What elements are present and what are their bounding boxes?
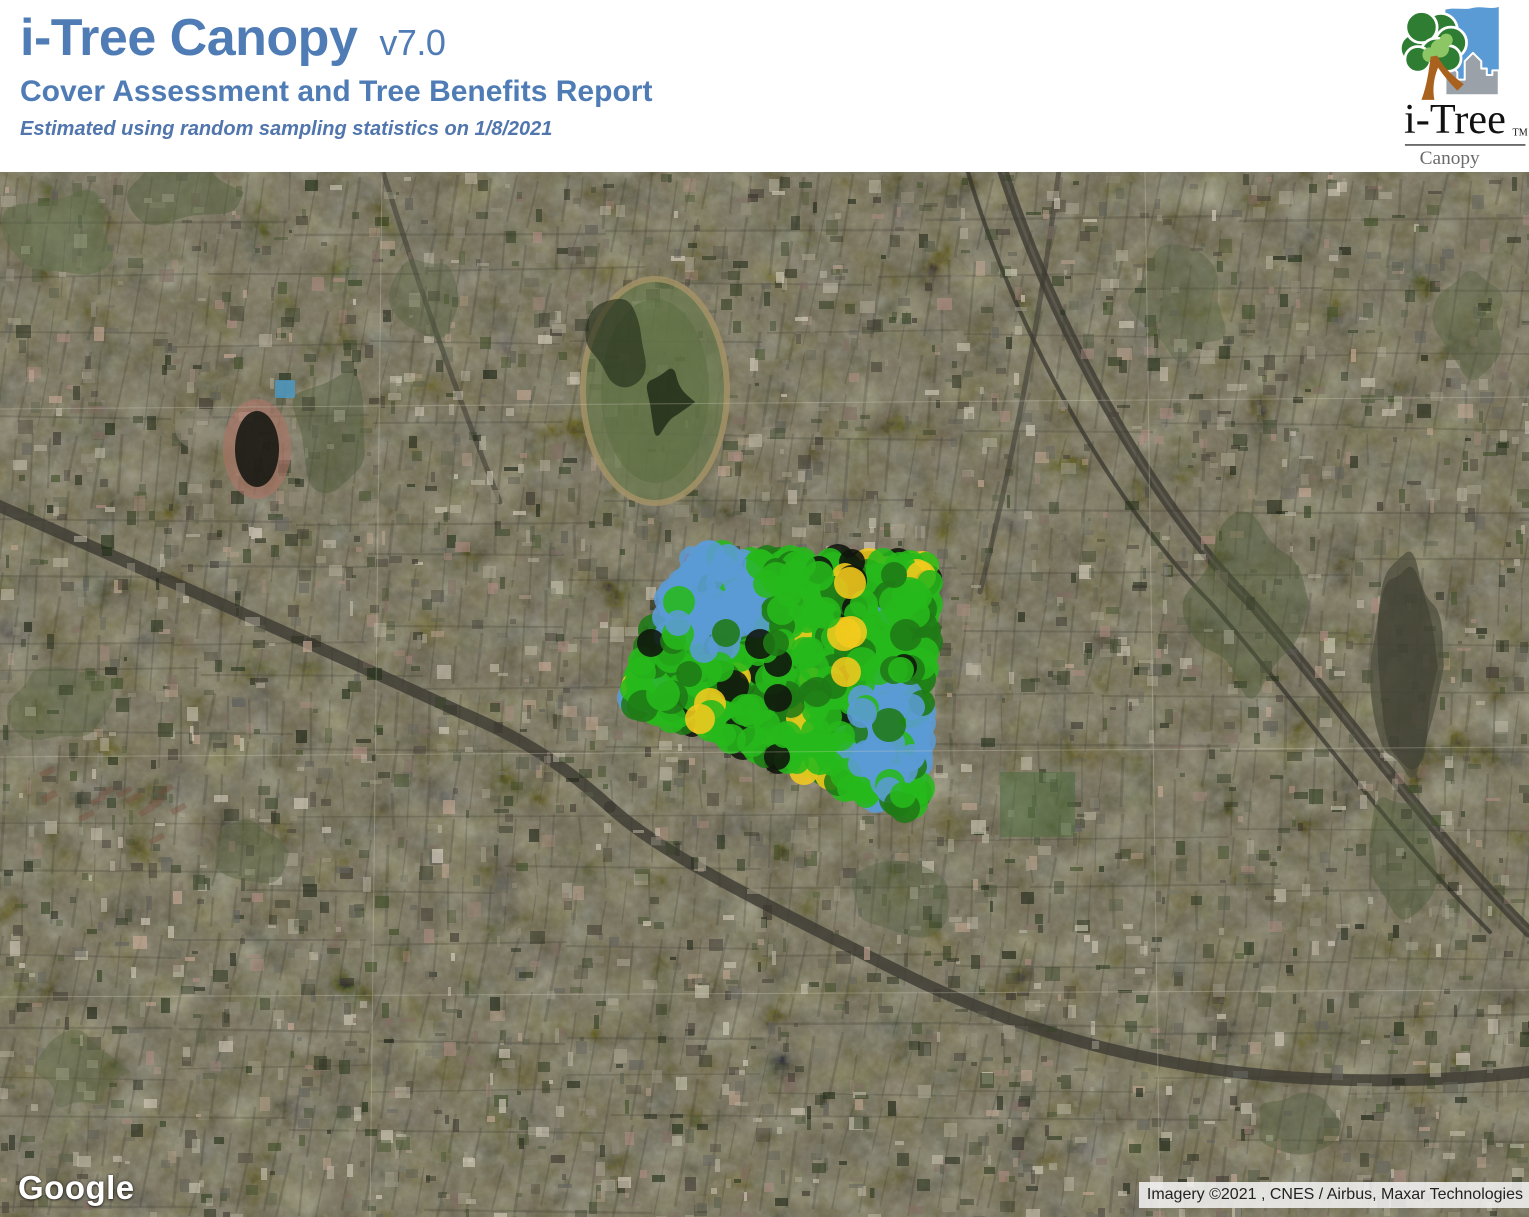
svg-text:i-Tree: i-Tree	[1404, 96, 1506, 143]
svg-text:Canopy: Canopy	[1420, 148, 1480, 169]
svg-text:TM: TM	[1513, 128, 1528, 139]
